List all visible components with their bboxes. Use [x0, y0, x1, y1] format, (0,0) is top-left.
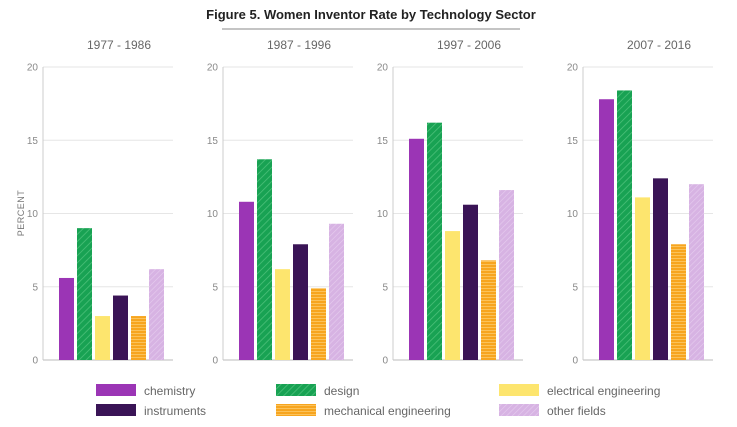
panel-title: 2007 - 2016 [627, 38, 691, 52]
bar-mechanical-engineering [311, 288, 326, 360]
bar-design [77, 228, 92, 360]
y-tick-label: 0 [382, 356, 388, 367]
bar-other-fields [149, 269, 164, 360]
y-tick-label: 20 [377, 63, 389, 74]
y-tick-label: 5 [382, 282, 388, 293]
legend-swatch [499, 384, 539, 396]
y-tick-label: 20 [207, 63, 219, 74]
y-tick-label: 0 [212, 356, 218, 367]
panel-title: 1997 - 2006 [437, 38, 501, 52]
bar-design [427, 122, 442, 360]
bar-instruments [463, 204, 478, 360]
legend-item-mechanical-engineering: mechanical engineering [276, 404, 451, 418]
panel-title: 1977 - 1986 [87, 38, 151, 52]
bar-electrical-engineering [635, 197, 650, 360]
legend-label: chemistry [144, 384, 195, 398]
legend-item-chemistry: chemistry [96, 384, 195, 398]
bar-other-fields [329, 223, 344, 360]
panel-4: 2007 - 2016 0 5 10 15 20 [567, 38, 713, 367]
panel-2: 1987 - 1996 0 5 10 15 20 [207, 38, 353, 367]
bar-design [257, 159, 272, 360]
legend-swatch [276, 384, 316, 396]
bar-chemistry [239, 201, 254, 360]
panel-1: 1977 - 1986 0 5 10 15 20 [27, 38, 173, 367]
y-tick-label: 5 [32, 282, 38, 293]
bar-mechanical-engineering [131, 316, 146, 360]
y-tick-label: 10 [567, 209, 579, 220]
bar-chemistry [59, 277, 74, 360]
bar-instruments [653, 178, 668, 360]
bar-instruments [113, 295, 128, 360]
bar-electrical-engineering [95, 316, 110, 360]
y-tick-label: 15 [377, 136, 389, 147]
legend-label: mechanical engineering [324, 404, 451, 418]
legend-label: design [324, 384, 359, 398]
y-tick-label: 15 [207, 136, 219, 147]
chart-title: Figure 5. Women Inventor Rate by Technol… [206, 7, 536, 22]
y-tick-label: 10 [207, 209, 219, 220]
bar-design [617, 90, 632, 360]
legend-item-design: design [276, 384, 359, 398]
y-tick-label: 10 [27, 209, 39, 220]
legend-item-electrical-engineering: electrical engineering [499, 384, 660, 398]
legend-swatch [96, 384, 136, 396]
y-axis-label: PERCENT [16, 190, 26, 237]
panel-3: 1997 - 2006 0 5 10 15 20 [377, 38, 523, 367]
legend-swatch [499, 404, 539, 416]
y-tick-label: 10 [377, 209, 389, 220]
bar-electrical-engineering [275, 269, 290, 360]
y-tick-label: 5 [212, 282, 218, 293]
bar-other-fields [499, 190, 514, 360]
bar-chemistry [409, 138, 424, 360]
y-tick-label: 20 [27, 63, 39, 74]
legend-item-other-fields: other fields [499, 404, 606, 418]
bar-other-fields [689, 184, 704, 360]
legend-label: instruments [144, 404, 206, 418]
y-tick-label: 0 [572, 356, 578, 367]
bar-chemistry [599, 99, 614, 360]
legend-label: electrical engineering [547, 384, 660, 398]
bar-instruments [293, 244, 308, 360]
legend: chemistry design electrical engineering ins… [96, 384, 660, 418]
legend-item-instruments: instruments [96, 404, 206, 418]
legend-label: other fields [547, 404, 606, 418]
panel-title: 1987 - 1996 [267, 38, 331, 52]
y-tick-label: 15 [27, 136, 39, 147]
legend-swatch [96, 404, 136, 416]
y-tick-label: 5 [572, 282, 578, 293]
y-tick-label: 15 [567, 136, 579, 147]
y-tick-label: 20 [567, 63, 579, 74]
bar-mechanical-engineering [671, 244, 686, 360]
y-tick-label: 0 [32, 356, 38, 367]
legend-swatch [276, 404, 316, 416]
bar-electrical-engineering [445, 231, 460, 360]
bar-mechanical-engineering [481, 260, 496, 360]
